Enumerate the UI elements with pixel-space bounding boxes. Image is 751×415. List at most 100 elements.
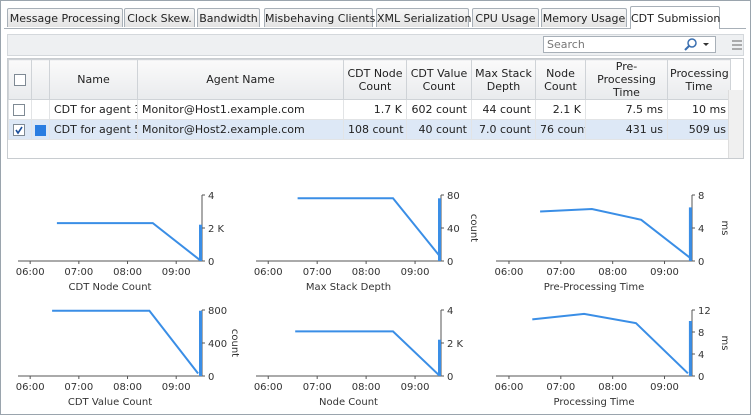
checkbox-cell (8, 119, 32, 140)
x-tick-label: 07:00 (64, 382, 93, 393)
data-line (540, 207, 691, 259)
x-tick-label: 08:00 (113, 267, 142, 278)
column-header[interactable]: Processing Time (667, 59, 731, 100)
tab[interactable]: CDT Submission (630, 6, 720, 29)
chart-title: Processing Time (553, 397, 634, 408)
scrollbar[interactable] (728, 90, 743, 158)
table-cell: 108 count (343, 119, 407, 140)
table-cell: Monitor@Host1.example.com (137, 99, 344, 120)
x-tick-label: 09:00 (162, 382, 191, 393)
y-tick-label: 400 (208, 339, 227, 350)
tab-line (4, 28, 746, 29)
y-tick-label: 0 (208, 372, 214, 383)
y-tick-label: 4 (698, 224, 704, 235)
y-tick-label: 0 (698, 372, 704, 383)
checkbox-cell (8, 99, 32, 120)
data-line (297, 197, 440, 256)
table-cell: 44 count (471, 99, 536, 120)
table-cell: 1.7 K (343, 99, 407, 120)
select-all-header (8, 59, 32, 100)
y-tick-label: 800 (208, 306, 227, 317)
tab[interactable]: Memory Usage (541, 8, 627, 27)
x-tick-label: 06:00 (254, 267, 283, 278)
checkbox[interactable] (14, 74, 26, 86)
column-header[interactable]: CDT Value Count (406, 59, 472, 100)
color-header (31, 59, 50, 100)
x-tick-label: 08:00 (113, 382, 142, 393)
x-tick-label: 08:00 (352, 267, 381, 278)
chart-title: Pre-Processing Time (544, 282, 645, 293)
checkbox[interactable] (13, 104, 25, 116)
x-tick-label: 09:00 (650, 267, 679, 278)
tab[interactable]: XML Serialization (376, 8, 471, 27)
column-chooser[interactable] (731, 39, 743, 51)
data-line (52, 309, 199, 375)
tab[interactable]: Clock Skew. (124, 8, 195, 27)
x-tick-label: 09:00 (162, 267, 191, 278)
y-tick-label: 0 (447, 372, 453, 383)
y-tick-label: 8 (698, 328, 704, 339)
data-line (56, 222, 201, 261)
y-axis-label: count (229, 329, 240, 357)
y-tick-label: 0 (208, 257, 214, 268)
column-header[interactable]: Agent Name (137, 59, 344, 100)
column-header[interactable]: CDT Node Count (343, 59, 407, 100)
y-axis-label: ms (719, 221, 730, 236)
data-line (295, 330, 440, 376)
table-cell: CDT for agent 5 (49, 119, 138, 140)
y-tick-label: 4 (208, 191, 214, 202)
x-tick-label: 06:00 (495, 267, 524, 278)
y-tick-label: 4 (698, 350, 704, 361)
table-cell: Monitor@Host2.example.com (137, 119, 344, 140)
color-swatch (35, 124, 46, 136)
x-tick-label: 09:00 (401, 382, 430, 393)
x-tick-label: 09:00 (650, 382, 679, 393)
chart-title: CDT Value Count (68, 397, 152, 408)
y-tick-label: 2 K (447, 339, 464, 350)
y-tick-label: 8 (698, 191, 704, 202)
x-tick-label: 07:00 (303, 382, 332, 393)
table-cell: 509 us (667, 119, 731, 140)
tab[interactable]: Bandwidth (197, 8, 260, 27)
color-cell (31, 99, 50, 120)
table-cell: 602 count (406, 99, 472, 120)
table-cell: 7.0 count (471, 119, 536, 140)
x-tick-label: 07:00 (64, 267, 93, 278)
column-header[interactable]: Max Stack Depth (471, 59, 536, 100)
chart-title: Max Stack Depth (306, 282, 391, 293)
tab[interactable]: Misbehaving Clients (264, 8, 375, 27)
x-tick-label: 06:00 (254, 382, 283, 393)
tab[interactable]: CPU Usage (472, 8, 539, 27)
table-row[interactable]: CDT for agent 3 Monitor@Host1.example.com… (8, 99, 731, 120)
checkbox[interactable] (13, 124, 25, 136)
x-tick-label: 06:00 (16, 267, 45, 278)
y-axis-label: count (468, 214, 479, 242)
y-tick-label: 80 (447, 191, 460, 202)
x-tick-label: 06:00 (495, 382, 524, 393)
y-axis-label: ms (719, 336, 730, 351)
chart-title: Node Count (319, 397, 378, 408)
tab[interactable]: Message Processing (7, 8, 123, 27)
table-cell: 2.1 K (535, 99, 586, 120)
x-tick-label: 06:00 (16, 382, 45, 393)
table-cell: 431 us (585, 119, 668, 140)
y-tick-label: 2 K (208, 224, 225, 235)
x-tick-label: 07:00 (303, 267, 332, 278)
table-cell: 7.5 ms (585, 99, 668, 120)
chart-title: CDT Node Count (69, 282, 152, 293)
x-tick-label: 08:00 (598, 267, 627, 278)
column-header[interactable]: Node Count (535, 59, 586, 100)
column-header[interactable]: Name (49, 59, 138, 100)
x-tick-label: 07:00 (546, 382, 575, 393)
search-box[interactable]: Search (543, 36, 716, 53)
table-cell: CDT for agent 3 (49, 99, 138, 120)
y-tick-label: 0 (698, 257, 704, 268)
column-header[interactable]: Pre-Processing Time (585, 59, 668, 100)
table-cell: 76 count (535, 119, 586, 140)
x-tick-label: 08:00 (598, 382, 627, 393)
y-tick-label: 4 (447, 306, 453, 317)
search-icon (684, 38, 709, 51)
table-row[interactable]: CDT for agent 5 Monitor@Host2.example.com… (8, 119, 731, 140)
